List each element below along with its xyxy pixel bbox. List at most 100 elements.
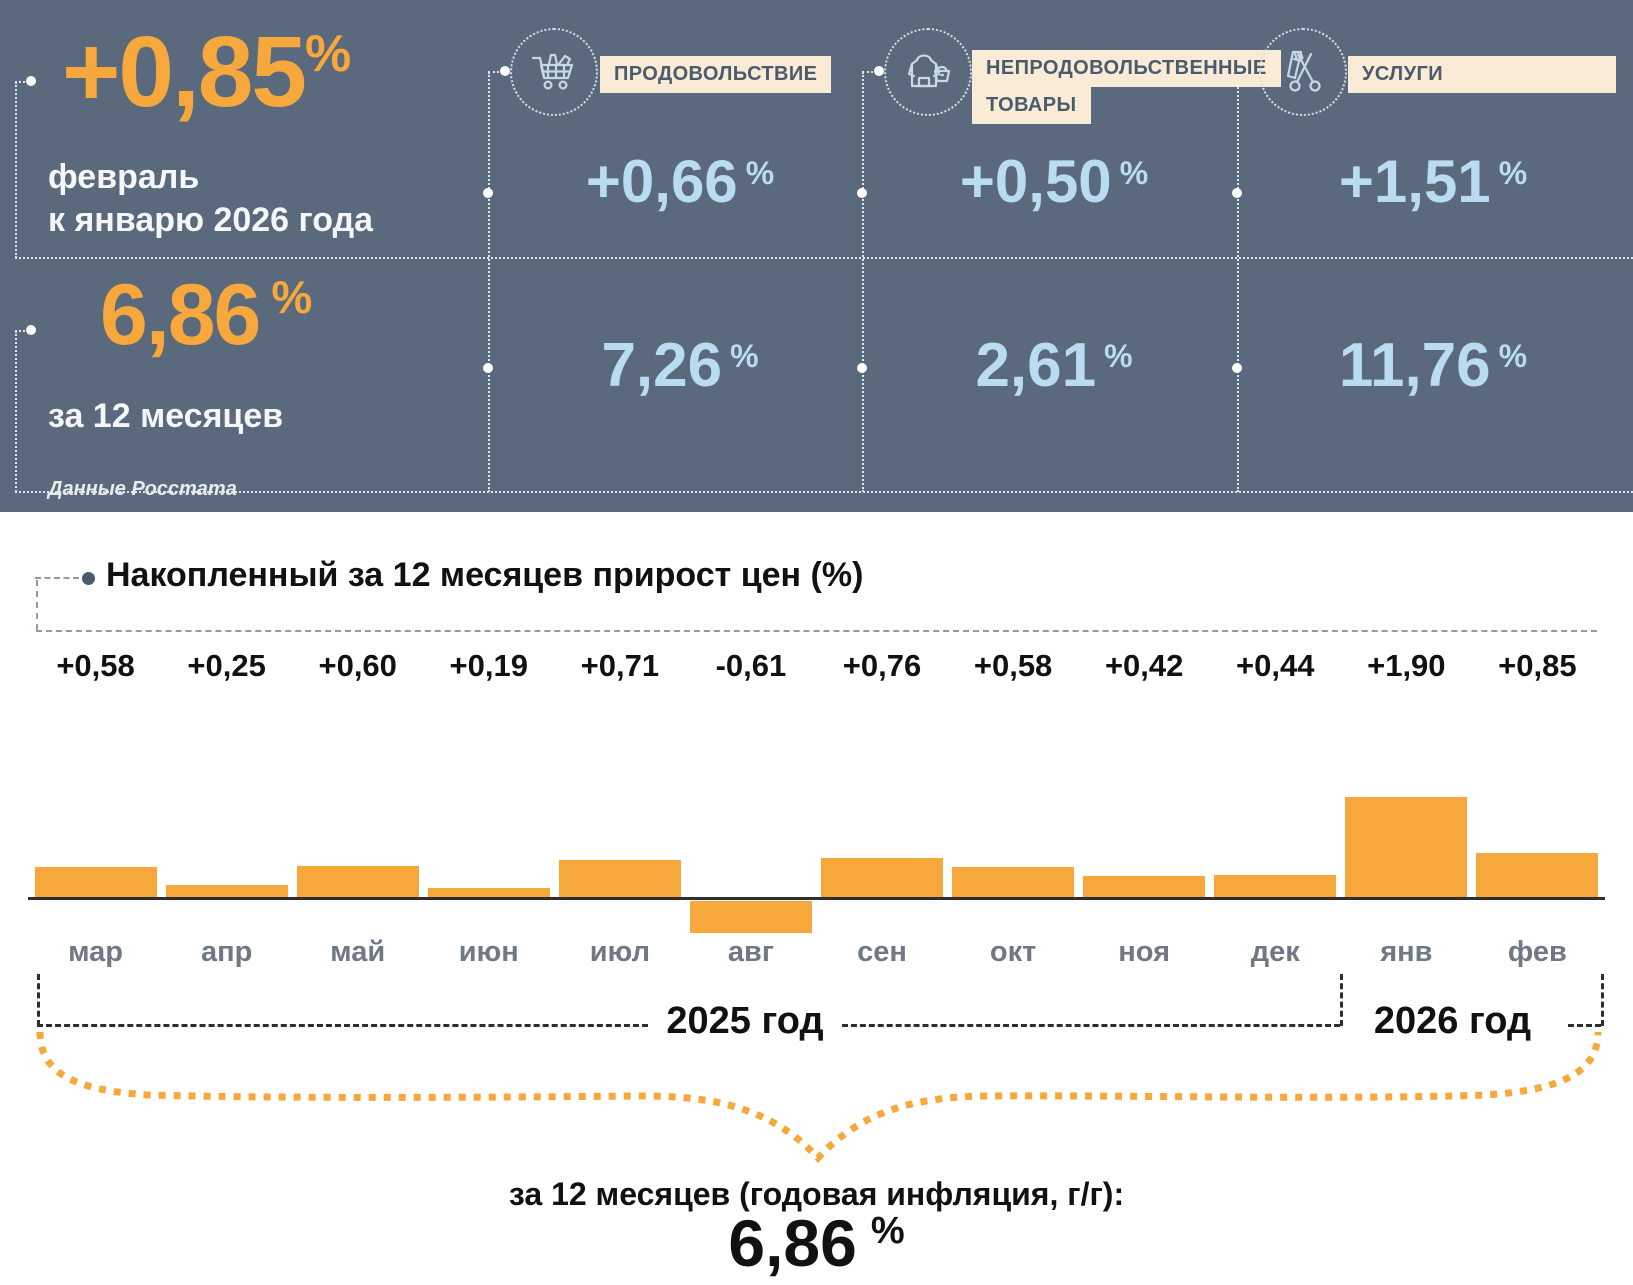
bar-value-label: +0,71 <box>580 648 660 683</box>
value: +0,50 <box>959 148 1112 215</box>
annual-period-label: за 12 месяцев <box>48 397 284 435</box>
food-icon-circle <box>510 28 598 116</box>
anchor-dot <box>26 325 36 335</box>
month-label: апр <box>200 936 253 968</box>
bar-value-label: +0,85 <box>1498 648 1577 683</box>
anchor-dot <box>500 66 510 76</box>
bar <box>821 857 944 898</box>
period-line1: февраль <box>48 158 200 196</box>
bar <box>689 901 812 934</box>
month-label: янв <box>1380 936 1433 968</box>
bar <box>1345 797 1468 898</box>
column-separator <box>1237 72 1239 492</box>
monthly-period-label: февраль к январю 2026 года <box>48 156 373 241</box>
guide-lead <box>862 71 877 73</box>
percent-sign: % <box>870 1210 905 1252</box>
value: 6,86 <box>728 1206 857 1280</box>
percent-sign: % <box>271 271 313 323</box>
percent-sign: % <box>745 155 775 191</box>
value: 2,61 <box>975 331 1097 400</box>
services-annual-value: 11,76% <box>1243 335 1623 397</box>
month-label: ноя <box>1118 936 1171 968</box>
anchor-dot <box>1232 188 1242 198</box>
percent-sign: % <box>1104 338 1133 374</box>
annual-inflation-footer-label: за 12 месяцев (годовая инфляция, г/г): <box>508 1176 1125 1212</box>
month-label: июл <box>589 936 650 968</box>
category-label-food: ПРОДОВОЛЬСТВИЕ <box>600 56 832 93</box>
category-label-line: ТОВАРЫ <box>972 87 1091 124</box>
period-line2: к январю 2026 года <box>48 200 374 239</box>
year-tick <box>1340 974 1343 1026</box>
category-label-line: ПРОДОВОЛЬСТВИЕ <box>600 56 832 93</box>
month-labels-row: мар апр май июн июл авг сен окт ноя дек янв фев <box>30 936 1603 969</box>
year-dash-2025-left <box>37 1024 648 1027</box>
nonfood-annual-value: 2,61% <box>864 335 1244 397</box>
month-label: окт <box>989 936 1037 968</box>
bar <box>1214 874 1337 898</box>
bar-value-label: +0,44 <box>1236 648 1315 683</box>
shopping-cart-icon <box>531 53 574 90</box>
annual-inflation-footer-value: 6,86% <box>0 1210 1633 1276</box>
value: +1,51 <box>1338 148 1491 215</box>
bar-value-labels-row: +0,58 +0,25 +0,60 +0,19 +0,71 -0,61 +0,76 +0,58… <box>30 648 1603 684</box>
nonfood-monthly-value: +0,50% <box>864 152 1244 212</box>
chart-title: Накопленный за 12 месяцев прирост цен (%… <box>106 556 864 594</box>
source-note: Данные Росстата <box>48 478 237 500</box>
month-label: июн <box>458 936 519 968</box>
percent-sign: % <box>305 25 352 83</box>
category-label-line: НЕПРОДОВОЛЬСТВЕННЫЕ <box>972 50 1281 87</box>
anchor-dot <box>857 363 867 373</box>
month-label: дек <box>1250 936 1300 968</box>
category-label-nonfood: НЕПРОДОВОЛЬСТВЕННЫЕ ТОВАРЫ <box>972 50 1281 124</box>
guide-lead <box>488 71 503 73</box>
bar-value-label: +0,58 <box>973 648 1053 683</box>
bar <box>1476 852 1599 898</box>
title-bracket-vertical <box>36 580 38 630</box>
bar <box>952 867 1075 898</box>
food-monthly-value: +0,66% <box>490 152 870 212</box>
monthly-inflation-headline: +0,85% <box>62 22 351 122</box>
month-label: авг <box>727 936 774 968</box>
chart-baseline <box>28 897 1605 900</box>
month-label: мар <box>68 936 123 968</box>
bar-value-label: +0,58 <box>56 648 135 683</box>
bar <box>34 867 157 898</box>
month-label: сен <box>857 936 907 968</box>
percent-sign: % <box>1119 155 1149 191</box>
value: +0,66 <box>585 148 738 215</box>
bar-value-label: +0,60 <box>318 648 397 683</box>
title-bracket-horizontal <box>36 630 1597 632</box>
year-label-2025: 2025 год <box>666 1000 824 1042</box>
nonfood-icon-circle <box>884 28 972 116</box>
monthly-inflation-value: +0,85 <box>62 16 307 128</box>
header-band: +0,85% февраль к январю 2026 года 6,86% … <box>0 0 1633 512</box>
percent-sign: % <box>1498 338 1528 374</box>
services-monthly-value: +1,51% <box>1243 152 1623 212</box>
guide-line-monthly <box>15 82 17 258</box>
divider-dotted-row2 <box>15 491 1633 493</box>
clothes-and-bag-icon <box>907 54 951 88</box>
guide-line-annual <box>15 331 17 492</box>
bar-value-label: +1,90 <box>1367 648 1446 683</box>
guide-lead-annual <box>15 330 29 332</box>
comb-and-scissors-icon <box>1286 50 1321 92</box>
annual-inflation-headline: 6,86% <box>100 272 312 358</box>
anchor-dot <box>1232 363 1242 373</box>
bar <box>1083 875 1206 898</box>
percent-sign: % <box>1498 155 1528 191</box>
anchor-dot <box>26 76 36 86</box>
anchor-dot <box>874 66 884 76</box>
bar-value-label: +0,25 <box>187 648 266 683</box>
bar <box>165 884 288 898</box>
annual-inflation-value: 6,86 <box>100 267 261 363</box>
value: 7,26 <box>601 331 723 400</box>
percent-sign: % <box>730 338 759 374</box>
year-label-2026: 2026 год <box>1373 1000 1532 1042</box>
column-separator <box>488 72 490 492</box>
year-dash-2025-right <box>842 1024 1340 1027</box>
anchor-dot <box>857 188 867 198</box>
bar-value-label: +0,42 <box>1104 648 1184 683</box>
services-icon-circle <box>1259 28 1347 116</box>
title-bullet <box>82 572 95 585</box>
